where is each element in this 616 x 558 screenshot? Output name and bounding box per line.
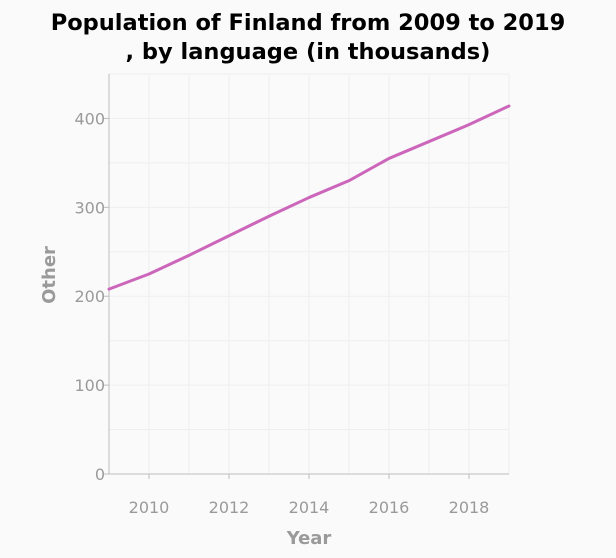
y-axis-title: Other <box>39 246 60 304</box>
x-tick-label: 2018 <box>449 498 490 517</box>
y-axis-ticks: 0 100 200 300 400 <box>74 109 109 484</box>
series-line <box>107 104 511 291</box>
series-group <box>107 104 511 291</box>
chart-title-line-1: Population of Finland from 2009 to 2019 <box>51 10 566 36</box>
chart-title-line-2: , by language (in thousands) <box>126 39 491 65</box>
x-tick-label: 2012 <box>209 498 250 517</box>
y-tick-label: 100 <box>74 376 105 395</box>
y-tick-label: 0 <box>95 465 105 484</box>
x-tick-label: 2014 <box>289 498 330 517</box>
x-tick-label: 2010 <box>129 498 170 517</box>
x-axis-ticks: 2010 2012 2014 2016 2018 <box>129 474 490 517</box>
x-axis-title: Year <box>286 528 332 549</box>
x-tick-label: 2016 <box>369 498 410 517</box>
y-tick-label: 300 <box>74 198 105 217</box>
y-tick-label: 200 <box>74 287 105 306</box>
y-tick-label: 400 <box>74 109 105 128</box>
